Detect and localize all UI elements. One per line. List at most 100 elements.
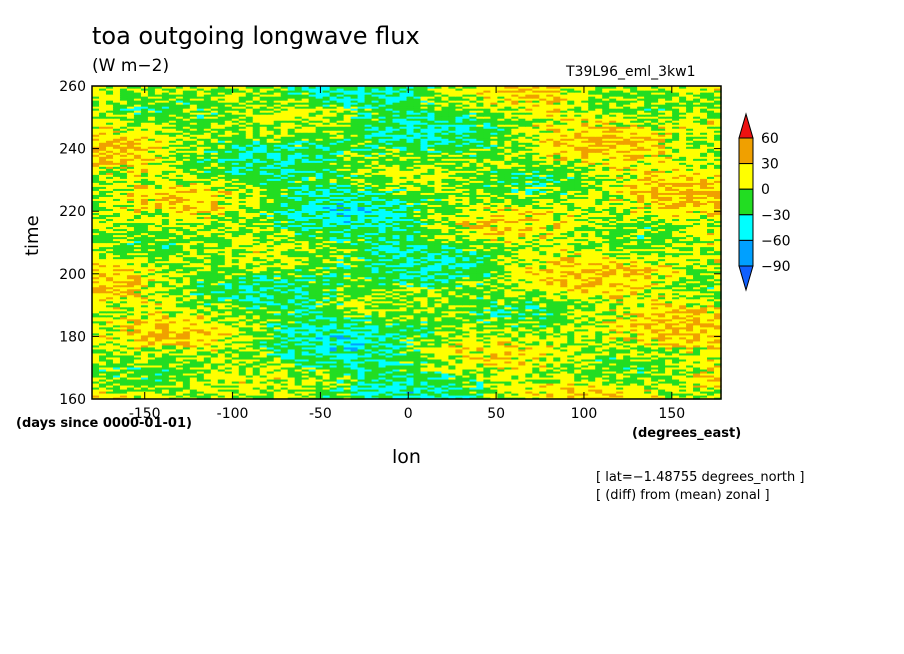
heatmap-cell xyxy=(315,368,324,372)
heatmap-cell xyxy=(651,292,659,296)
heatmap-cell xyxy=(245,342,254,346)
heatmap-cell xyxy=(259,322,268,326)
heatmap-cell xyxy=(266,332,275,336)
heatmap-cell xyxy=(273,324,282,328)
heatmap-cell xyxy=(406,368,415,372)
heatmap-cell xyxy=(210,306,219,310)
heatmap-cell xyxy=(238,292,247,296)
heatmap-cell xyxy=(252,348,261,352)
heatmap-cell xyxy=(154,330,163,334)
heatmap-cell xyxy=(581,334,589,338)
heatmap-cell xyxy=(567,378,575,382)
heatmap-cell xyxy=(525,366,533,370)
heatmap-cell xyxy=(602,326,610,330)
heatmap-cell xyxy=(504,310,512,314)
heatmap-cell xyxy=(182,372,191,376)
heatmap-cell xyxy=(483,296,491,300)
heatmap-cell xyxy=(287,310,296,314)
heatmap-cell xyxy=(308,360,317,364)
heatmap-cell xyxy=(630,360,638,364)
heatmap-cell xyxy=(623,376,631,380)
heatmap-cell xyxy=(189,372,198,376)
heatmap-cell xyxy=(175,330,184,334)
heatmap-cell xyxy=(371,320,380,324)
heatmap-cell xyxy=(427,362,436,366)
heatmap-cell xyxy=(315,384,324,388)
heatmap-cell xyxy=(98,388,107,392)
heatmap-cell xyxy=(203,334,212,338)
heatmap-cell xyxy=(322,294,331,298)
heatmap-cell xyxy=(581,300,589,304)
heatmap-cell xyxy=(665,310,673,314)
heatmap-cell xyxy=(266,390,275,394)
heatmap-cell xyxy=(525,340,533,344)
heatmap-cell xyxy=(595,292,603,296)
heatmap-cell xyxy=(92,336,100,340)
heatmap-cell xyxy=(392,370,401,374)
heatmap-cell xyxy=(329,380,338,384)
heatmap-cell xyxy=(378,394,387,398)
heatmap-cell xyxy=(588,390,596,394)
heatmap-cell xyxy=(175,380,184,384)
heatmap-cell xyxy=(343,302,352,306)
heatmap-cell xyxy=(518,306,526,310)
heatmap-cell xyxy=(196,316,205,320)
heatmap-cell xyxy=(189,334,198,338)
heatmap-cell xyxy=(455,386,464,390)
heatmap-cell xyxy=(616,348,624,352)
heatmap-cell xyxy=(434,366,443,370)
heatmap-cell xyxy=(539,296,547,300)
heatmap-cell xyxy=(420,292,429,296)
heatmap-cell xyxy=(133,328,142,332)
heatmap-cell xyxy=(322,348,331,352)
heatmap-cell xyxy=(518,326,526,330)
heatmap-cell xyxy=(182,334,191,338)
heatmap-cell xyxy=(308,332,317,336)
heatmap-cell xyxy=(259,380,268,384)
heatmap-cell xyxy=(259,318,268,322)
heatmap-cell xyxy=(119,382,128,386)
heatmap-cell xyxy=(595,302,603,306)
heatmap-cell xyxy=(259,332,268,336)
heatmap-cell xyxy=(203,330,212,334)
heatmap-cell xyxy=(161,340,170,344)
heatmap-cell xyxy=(672,342,680,346)
heatmap-cell xyxy=(273,314,282,318)
heatmap-cell xyxy=(609,310,617,314)
heatmap-cell xyxy=(217,372,226,376)
heatmap-cell xyxy=(553,368,561,372)
heatmap-cell xyxy=(427,344,436,348)
heatmap-cell xyxy=(665,384,673,388)
heatmap-cell xyxy=(126,376,135,380)
heatmap-cell xyxy=(448,330,457,334)
heatmap-cell xyxy=(658,366,666,370)
heatmap-cell xyxy=(119,340,128,344)
heatmap-cell xyxy=(595,338,603,342)
heatmap-cell xyxy=(651,306,659,310)
heatmap-cell xyxy=(420,336,429,340)
heatmap-cell xyxy=(385,334,394,338)
heatmap-cell xyxy=(644,362,652,366)
heatmap-cell xyxy=(273,322,282,326)
heatmap-cell xyxy=(616,296,624,300)
heatmap-cell xyxy=(196,340,205,344)
heatmap-cell xyxy=(364,332,373,336)
heatmap-cell xyxy=(658,376,666,380)
heatmap-cell xyxy=(168,374,177,378)
heatmap-cell xyxy=(504,378,512,382)
heatmap-cell xyxy=(371,388,380,392)
heatmap-cell xyxy=(203,304,212,308)
heatmap-cell xyxy=(448,310,457,314)
heatmap-cell xyxy=(224,362,233,366)
heatmap-cell xyxy=(518,316,526,320)
heatmap-cell xyxy=(679,348,687,352)
heatmap-cell xyxy=(455,300,464,304)
heatmap-cell xyxy=(658,360,666,364)
heatmap-cell xyxy=(126,390,135,394)
heatmap-cell xyxy=(98,332,107,336)
heatmap-cell xyxy=(196,388,205,392)
heatmap-cell xyxy=(245,294,254,298)
heatmap-cell xyxy=(161,338,170,342)
heatmap-cell xyxy=(112,308,121,312)
heatmap-cell xyxy=(161,374,170,378)
